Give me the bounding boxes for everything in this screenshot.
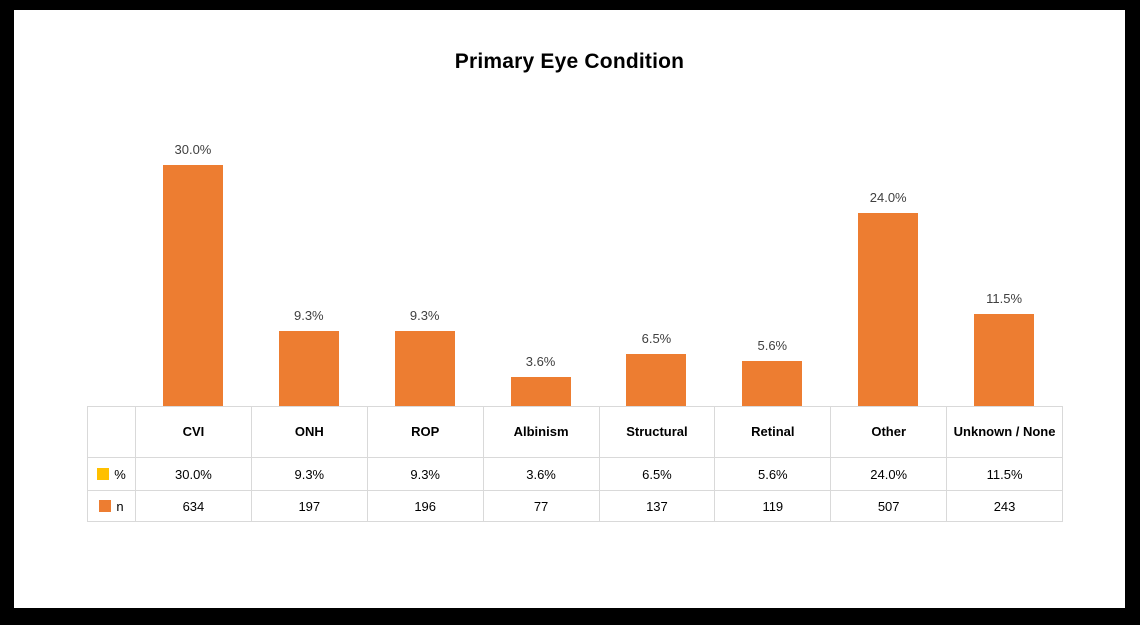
table-header-cell: ONH (250, 406, 368, 458)
table-value-cell: 119 (714, 490, 832, 522)
legend-swatch-icon (97, 467, 110, 480)
legend-series-name: % (114, 466, 126, 482)
bar-onh (278, 331, 339, 406)
table-header-cell: Unknown / None (946, 406, 1063, 458)
table-value-cell: 507 (830, 490, 948, 522)
table-header-cell: Albinism (482, 406, 600, 458)
table-value-cell: 11.5% (946, 457, 1063, 491)
table-series-row-percent: % 30.0% 9.3% 9.3% 3.6% 6.5% 5.6% 24.0% 11.5% (87, 457, 1063, 491)
bar-data-label: 9.3% (409, 308, 440, 323)
bar-retinal (742, 361, 803, 406)
table-header-cell: Other (830, 406, 948, 458)
table-header-cell: ROP (366, 406, 484, 458)
data-table: CVI ONH ROP Albinism Structural Retinal Other U… (87, 406, 1063, 522)
table-value-cell: 634 (135, 490, 252, 522)
table-value-cell: 197 (250, 490, 368, 522)
bar-data-label: 9.3% (293, 308, 324, 323)
table-series-row-n: n 634 197 196 77 137 119 507 243 (87, 490, 1063, 522)
bar-cvi (162, 165, 223, 406)
bar-data-label: 11.5% (986, 291, 1023, 306)
table-value-cell: 6.5% (598, 457, 716, 491)
table-header-cell: Retinal (714, 406, 832, 458)
table-value-cell: 5.6% (714, 457, 832, 491)
legend-series-name: n (116, 498, 124, 514)
bar-unknown-none (974, 314, 1035, 406)
table-value-cell: 137 (598, 490, 716, 522)
chart-title: Primary Eye Condition (454, 50, 685, 73)
table-value-cell: 3.6% (482, 457, 600, 491)
table-value-cell: 77 (482, 490, 600, 522)
bar-structural (626, 354, 687, 406)
bar-data-label: 24.0% (869, 190, 907, 205)
table-value-cell: 9.3% (250, 457, 368, 491)
bar-other (858, 213, 919, 406)
bar-data-label: 30.0% (174, 142, 212, 157)
legend-key-cell: n (87, 490, 136, 522)
chart-card: Primary Eye Condition 30.0% 9.3% 9.3% 3.6% 6… (14, 10, 1125, 608)
bar-plot: 30.0% 9.3% 9.3% 3.6% 6.5% 5.6% 24.0% 11.5% (14, 10, 1125, 406)
table-value-cell: 196 (366, 490, 484, 522)
table-header-cell: Structural (598, 406, 716, 458)
table-value-cell: 30.0% (135, 457, 252, 491)
bar-data-label: 6.5% (641, 331, 672, 346)
bar-albinism (510, 377, 571, 406)
table-value-cell: 243 (946, 490, 1063, 522)
table-header-cell: CVI (135, 406, 252, 458)
bar-data-label: 5.6% (757, 338, 788, 353)
table-corner-cell (87, 406, 136, 458)
legend-key-cell: % (87, 457, 136, 491)
table-value-cell: 9.3% (366, 457, 484, 491)
legend-swatch-icon (99, 499, 112, 512)
bar-data-label: 3.6% (525, 354, 556, 369)
table-value-cell: 24.0% (830, 457, 948, 491)
table-header-row: CVI ONH ROP Albinism Structural Retinal Other U… (87, 406, 1063, 458)
bar-rop (394, 331, 455, 406)
